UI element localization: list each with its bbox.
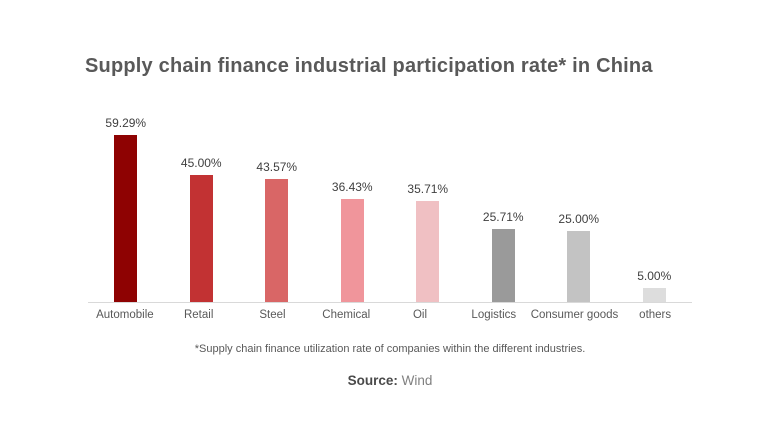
bar-consumer-goods	[567, 231, 591, 302]
bar-automobile	[114, 135, 138, 302]
bar-group-oil: 35.71%	[390, 182, 466, 302]
category-label-automobile: Automobile	[96, 309, 154, 321]
chart-title: Supply chain finance industrial particip…	[85, 55, 653, 77]
bar-value-label-retail: 45.00%	[180, 156, 222, 170]
bar-steel	[265, 179, 289, 302]
category-label-steel: Steel	[259, 309, 286, 321]
bar-logistics	[491, 229, 515, 302]
bar-group-others: 5.00%	[617, 269, 693, 302]
category-axis: Automobile Retail Steel Chemical Oil Logistic…	[88, 303, 692, 321]
bar-others	[642, 288, 666, 302]
bar-group-automobile: 59.29%	[88, 116, 164, 302]
category-label-logistics: Logistics	[471, 309, 517, 321]
bar-chemical	[340, 199, 364, 302]
source-label: Source:	[347, 373, 398, 388]
bar-value-label-steel: 43.57%	[256, 160, 298, 174]
category-label-others: others	[639, 309, 672, 321]
bar-value-label-oil: 35.71%	[407, 182, 449, 196]
bar-group-steel: 43.57%	[239, 160, 315, 302]
footnote: *Supply chain finance utilization rate o…	[194, 343, 586, 355]
bar-group-consumer-goods: 25.00%	[541, 212, 617, 302]
bar-value-label-others: 5.00%	[637, 269, 672, 283]
source-line: Source: Wind	[0, 373, 780, 388]
bar-retail	[189, 175, 213, 302]
category-label-chemical: Chemical	[322, 309, 371, 321]
source-value: Wind	[401, 373, 433, 388]
bar-chart-plot-area: 59.29% 45.00% 43.57% 36.43% 35.71% 25.71% 25.0…	[88, 112, 692, 303]
bar-group-chemical: 36.43%	[315, 180, 391, 302]
category-label-retail: Retail	[183, 309, 214, 321]
category-label-oil: Oil	[412, 309, 428, 321]
bar-group-logistics: 25.71%	[466, 210, 542, 302]
bar-value-label-consumer-goods: 25.00%	[558, 212, 600, 226]
bar-group-retail: 45.00%	[164, 156, 240, 302]
bar-oil	[416, 201, 440, 302]
category-label-consumer-goods: Consumer goods	[530, 309, 619, 321]
bar-value-label-chemical: 36.43%	[331, 180, 373, 194]
bar-value-label-automobile: 59.29%	[105, 116, 147, 130]
bar-value-label-logistics: 25.71%	[482, 210, 524, 224]
